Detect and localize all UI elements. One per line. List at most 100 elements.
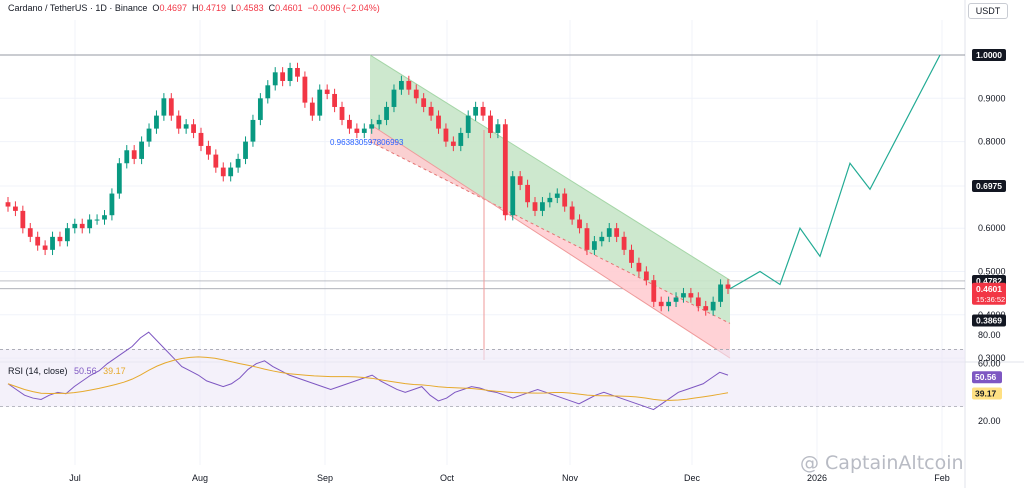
candle-body (5, 202, 11, 207)
rsi-header: RSI (14, close) 50.56 39.17 (8, 366, 126, 376)
time-tick-label: Dec (684, 473, 701, 483)
time-tick-label: Feb (934, 473, 950, 483)
price-label-text: 0.4601 (976, 284, 1002, 294)
price-tick-label: 0.3000 (978, 353, 1006, 363)
candle-body (168, 98, 174, 116)
candle-body (703, 306, 709, 311)
candle-body (72, 223, 78, 229)
candle-body (87, 219, 93, 229)
candle-body (421, 98, 427, 107)
rsi-tick-label: 80.00 (978, 330, 1001, 340)
time-tick-label: Nov (562, 473, 579, 483)
candle-body (94, 219, 100, 221)
time-tick-label: Sep (317, 473, 333, 483)
price-label-text: 1.0000 (976, 50, 1002, 60)
watermark: @ CaptainAltcoin (800, 452, 964, 474)
candle-body (154, 115, 159, 129)
candle-body (651, 280, 657, 302)
candle-body (13, 206, 18, 211)
candle-body (35, 236, 41, 246)
candle-body (243, 141, 248, 159)
rsi-ma-value: 39.17 (103, 366, 126, 376)
candle-body (629, 249, 634, 263)
candle-body (599, 236, 605, 242)
candle-body (228, 167, 234, 177)
close-value: 0.4601 (275, 3, 303, 13)
candle-body (695, 297, 701, 307)
candle-body (495, 124, 501, 133)
candle-body (718, 284, 723, 302)
candle-body (517, 176, 523, 185)
rsi-value: 50.56 (74, 366, 97, 376)
candle-body (450, 141, 456, 146)
candle-body (131, 150, 137, 159)
low-value: 0.4583 (236, 3, 264, 13)
candle-body (295, 67, 300, 77)
symbol-header: Cardano / TetherUS · 1D · Binance O0.469… (8, 3, 380, 13)
candle-body (643, 271, 649, 281)
candle-body (636, 262, 642, 272)
rsi-ma-badge (972, 387, 1002, 400)
price-label-text: 0.4782 (976, 276, 1002, 286)
candle-body (369, 124, 375, 129)
candle-body (317, 89, 323, 116)
candle-body (465, 115, 471, 133)
candle-body (287, 67, 293, 81)
candle-body (562, 193, 568, 207)
price-label-badge (972, 282, 1006, 305)
rsi-badge-text: 50.56 (975, 372, 997, 382)
candle-body (265, 85, 271, 99)
candle-body (250, 119, 256, 142)
descending-channel: 0.963830597806993 (330, 54, 731, 360)
candle-body (42, 245, 48, 250)
candle-body (220, 167, 226, 177)
candle-body (102, 215, 107, 220)
candle-body (391, 89, 397, 107)
candle-body (480, 106, 486, 116)
open-value: 0.4697 (159, 3, 187, 13)
candle-body (116, 163, 122, 194)
candle-body (176, 115, 182, 129)
candle-body (79, 223, 85, 229)
price-label-badge (972, 49, 1006, 61)
candle-body (428, 106, 434, 116)
candle-body (399, 80, 404, 90)
candle-body (658, 301, 664, 307)
projection-line (729, 54, 941, 290)
time-axis: Jul Aug Sep Oct Nov Dec 2026 Feb (69, 473, 950, 483)
candle-body (614, 228, 620, 237)
fib-label: 0.963830597806993 (330, 138, 404, 147)
rsi-badge (972, 371, 1002, 384)
candle-body (710, 301, 716, 311)
candle-body (406, 80, 412, 90)
price-label-badge (972, 314, 1006, 327)
time-tick-label: Jul (69, 473, 81, 483)
close-label: C (268, 3, 276, 13)
candle-body (161, 98, 167, 116)
candle-body (302, 76, 308, 103)
rsi-pane (0, 331, 965, 411)
change-value: −0.0096 (−2.04%) (307, 3, 380, 13)
candle-body (124, 150, 130, 164)
candle-body (324, 89, 330, 94)
currency-button[interactable]: USDT (968, 3, 1008, 19)
price-label-badge (972, 179, 1006, 192)
rsi-ma-line (7, 356, 729, 401)
candle-body (443, 128, 449, 142)
candle-body (183, 124, 189, 129)
channel-lower-line (369, 123, 731, 359)
open-label: O (152, 3, 160, 13)
candle-body (191, 124, 196, 133)
candle-body (64, 228, 70, 242)
candle-body (510, 176, 516, 216)
candle-body (540, 202, 545, 211)
candle-body (725, 284, 731, 289)
candle-body (272, 72, 278, 86)
candle-body (473, 106, 479, 116)
candle-body (20, 210, 26, 229)
candle-body (547, 197, 553, 203)
candle-body (436, 115, 441, 129)
candlestick-series (5, 62, 731, 316)
price-tick-label: 0.5000 (978, 267, 1006, 277)
